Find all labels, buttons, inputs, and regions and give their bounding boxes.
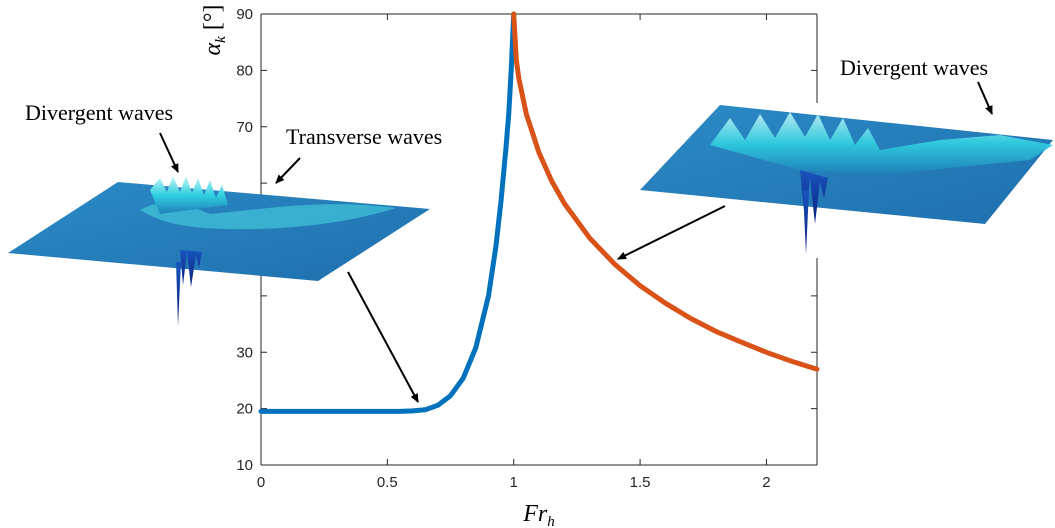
inset-left-wake bbox=[140, 202, 396, 230]
y-tick-label: 10 bbox=[236, 457, 253, 474]
y-tick-label: 70 bbox=[236, 119, 253, 136]
inset-left-crests bbox=[150, 176, 228, 214]
x-axis-label-sub: h bbox=[547, 514, 555, 528]
x-axis-label-main: Fr bbox=[522, 501, 548, 527]
x-tick-label: 1.5 bbox=[630, 474, 651, 491]
x-tick-label: 2 bbox=[762, 474, 770, 491]
annotation-divergent-waves-right: Divergent waves bbox=[840, 55, 988, 80]
arrow-transverse bbox=[275, 157, 301, 184]
svg-text:αk[°]: αk [°] bbox=[200, 5, 229, 56]
x-tick-label: 0 bbox=[257, 474, 265, 491]
y-axis-label: αk [°] bbox=[200, 5, 229, 56]
inset-subcritical-wave-pattern bbox=[8, 150, 430, 328]
y-tick-label: 30 bbox=[236, 344, 253, 361]
y-tick-label: 20 bbox=[236, 401, 253, 418]
arrow-divergent-left bbox=[159, 132, 179, 173]
arrow-to-blue-curve bbox=[347, 271, 419, 403]
series-line-1 bbox=[258, 11, 517, 414]
x-axis-label: Frh bbox=[522, 501, 555, 528]
inset-left-spike bbox=[176, 262, 181, 326]
y-tick-label: 80 bbox=[236, 62, 253, 79]
x-tick-label: 0.5 bbox=[377, 474, 398, 491]
inset-left-trough bbox=[180, 250, 202, 287]
annotation-transverse-waves: Transverse waves bbox=[286, 124, 442, 149]
inset-right-trough bbox=[800, 170, 828, 224]
y-axis-label-main: α bbox=[200, 42, 226, 55]
inset-supercritical-wave-pattern bbox=[640, 103, 1053, 258]
arrow-divergent-right bbox=[977, 81, 993, 115]
y-axis-label-sub: k bbox=[213, 36, 229, 43]
series-layer bbox=[258, 11, 820, 414]
inset-right-crests bbox=[710, 112, 1053, 175]
series-line-2 bbox=[511, 11, 820, 372]
arrow-to-orange-curve bbox=[617, 205, 726, 260]
inset-right-spike bbox=[803, 190, 809, 254]
annotation-divergent-waves-left: Divergent waves bbox=[25, 100, 173, 125]
x-tick-label: 1 bbox=[510, 474, 518, 491]
y-axis-unit: [°] bbox=[200, 5, 226, 31]
y-tick-label: 90 bbox=[236, 6, 253, 23]
